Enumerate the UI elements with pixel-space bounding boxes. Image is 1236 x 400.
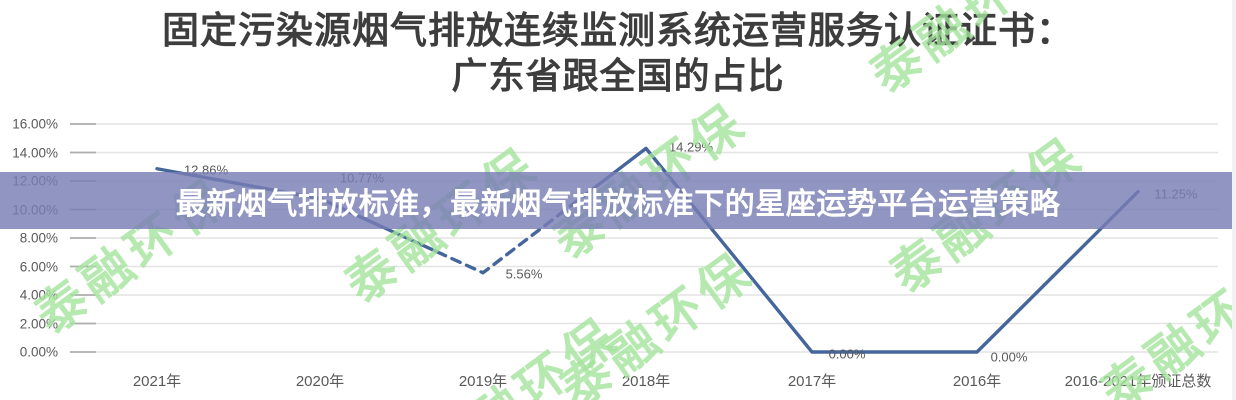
x-axis-label: 2018年 [621,373,671,390]
chart-title-line2: 广东省跟全国的占比 [451,55,785,97]
y-tick-label: 8.00% [19,230,58,246]
x-axis-label: 2021年 [132,373,182,390]
x-axis-label: 2016年 [952,373,1002,390]
data-label: 0.00% [990,349,1028,365]
chart-title: 固定污染源烟气排放连续监测系统运营服务认证证书： 广东省跟全国的占比 [0,6,1236,98]
y-tick-label: 4.00% [19,287,58,303]
y-tick-label: 14.00% [12,145,58,160]
overlay-banner: 最新烟气排放标准，最新烟气排放标准下的星座运势平台运营策略 [0,172,1236,229]
data-label: 0.00% [828,346,866,362]
x-axis-label: 2017年 [787,373,837,390]
overlay-banner-text: 最新烟气排放标准，最新烟气排放标准下的星座运势平台运营策略 [175,187,1061,221]
y-tick-label: 16.00% [12,116,58,132]
data-label: 5.56% [505,266,543,282]
x-axis-label: 2020年 [295,373,345,390]
x-axis-label: 2019年 [458,373,508,390]
y-tick-label: 2.00% [19,316,58,331]
screenshot-right-edge [1232,0,1236,400]
y-tick-label: 0.00% [19,344,58,360]
series-line-solid [592,146,1140,354]
data-label: 14.29% [668,139,714,155]
y-tick-label: 6.00% [19,259,58,274]
x-axis-label: 2016-2021年颁证总数 [1064,373,1212,390]
chart-title-line1: 固定污染源烟气排放连续监测系统运营服务认证证书： [162,8,1074,52]
